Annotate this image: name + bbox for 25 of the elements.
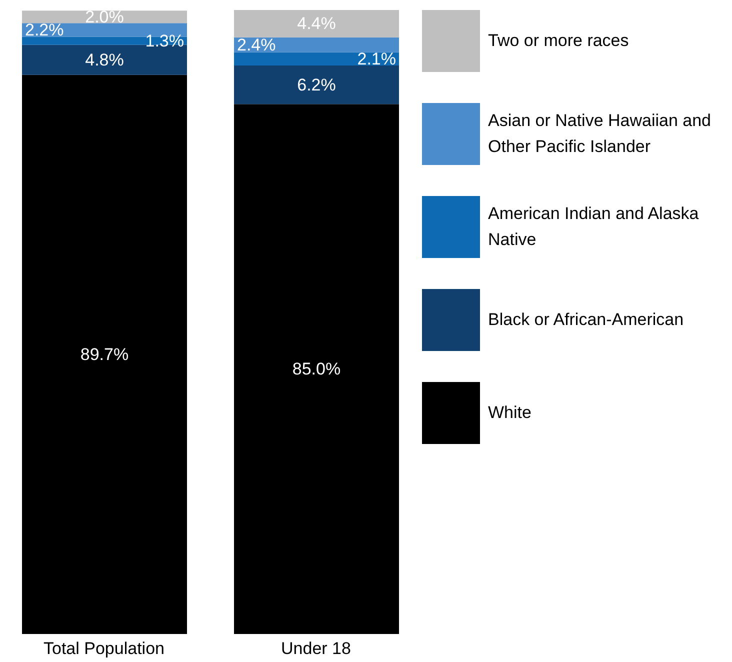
data-label: 6.2%: [297, 75, 336, 94]
data-label: 89.7%: [80, 344, 129, 364]
text: Two or more races: [488, 30, 630, 52]
bar: [22, 74, 187, 634]
bar: [22, 10, 187, 24]
bar: [22, 36, 187, 45]
data-label: 2.1%: [357, 49, 396, 68]
text: Black or African-American: [488, 309, 685, 331]
bar: [234, 104, 399, 634]
data-label: 1.3%: [145, 31, 184, 50]
data-label: 85.0%: [292, 360, 341, 379]
bar: [234, 52, 399, 66]
x-tick-label: Total Population: [44, 639, 164, 658]
bar: [234, 10, 399, 38]
bar: [234, 65, 399, 104]
text: White: [488, 402, 532, 424]
bar: [234, 37, 399, 52]
data-label: 4.8%: [85, 50, 124, 70]
x-tick-label: Under 18: [281, 639, 351, 658]
data-label: 2.2%: [25, 20, 64, 40]
data-label: 2.0%: [85, 7, 124, 26]
text: American Indian and Alaska Native: [488, 203, 700, 251]
data-label: 4.4%: [297, 14, 336, 34]
text: Asian or Native Hawaiian and Other Pacific Islander: [488, 110, 712, 158]
data-label: 2.4%: [237, 35, 276, 54]
